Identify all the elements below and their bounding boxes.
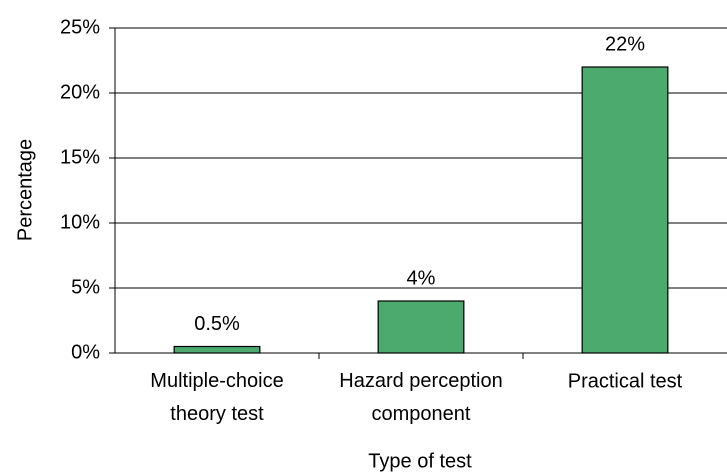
y-axis-label: Percentage	[14, 139, 36, 241]
y-tick-label: 20%	[60, 81, 100, 103]
y-tick-label: 10%	[60, 211, 100, 233]
bar	[377, 300, 465, 354]
data-label: 22%	[605, 33, 645, 55]
y-tick-label: 5%	[71, 276, 100, 298]
bar	[173, 345, 261, 354]
x-tick-label: Hazard perception component	[339, 370, 502, 425]
x-axis-label: Type of test	[368, 450, 472, 472]
x-tick-label: Practical test	[568, 370, 683, 392]
y-tick-label: 25%	[60, 16, 100, 38]
data-label: 0.5%	[194, 313, 240, 335]
y-tick-label: 15%	[60, 146, 100, 168]
y-tick-label: 0%	[71, 341, 100, 363]
bar	[581, 66, 669, 354]
data-label: 4%	[407, 267, 436, 289]
x-tick-label: Multiple-choice theory test	[150, 370, 283, 425]
